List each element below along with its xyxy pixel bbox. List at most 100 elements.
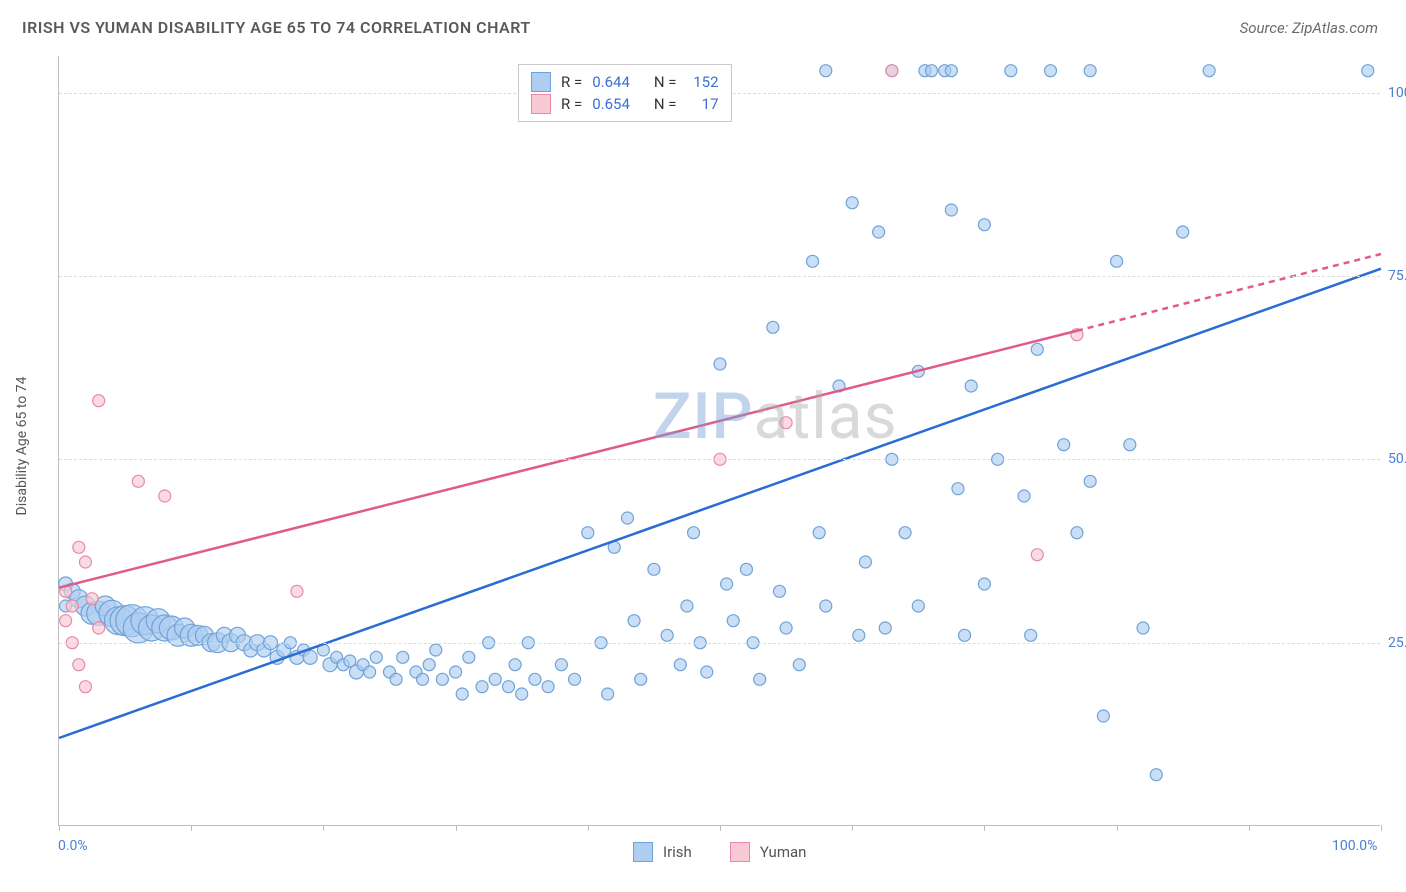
legend-n-value-irish: 152 — [687, 71, 719, 93]
data-point-irish — [661, 629, 673, 641]
data-point-irish — [820, 65, 832, 77]
data-point-irish — [303, 650, 317, 664]
data-point-irish — [740, 563, 752, 575]
x-tick — [323, 825, 324, 831]
data-point-irish — [436, 673, 448, 685]
data-point-irish — [1031, 343, 1043, 355]
plot-area: 25.0%50.0%75.0%100.0% — [58, 56, 1380, 826]
data-point-irish — [701, 666, 713, 678]
x-tick — [588, 825, 589, 831]
data-point-yuman — [66, 600, 78, 612]
data-point-irish — [1071, 527, 1083, 539]
data-point-irish — [1124, 439, 1136, 451]
y-tick-label: 50.0% — [1388, 451, 1406, 467]
data-point-irish — [635, 673, 647, 685]
data-point-irish — [1084, 65, 1096, 77]
data-point-yuman — [86, 593, 98, 605]
data-point-yuman — [1031, 549, 1043, 561]
data-point-irish — [1111, 255, 1123, 267]
data-point-irish — [846, 197, 858, 209]
data-point-irish — [628, 615, 640, 627]
data-point-irish — [1203, 65, 1215, 77]
data-point-irish — [873, 226, 885, 238]
data-point-irish — [621, 512, 633, 524]
data-point-irish — [582, 527, 594, 539]
x-tick — [984, 825, 985, 831]
data-point-irish — [945, 204, 957, 216]
legend-n-label: N = — [654, 71, 677, 93]
x-tick — [191, 825, 192, 831]
legend-n-value-yuman: 17 — [687, 93, 719, 115]
data-point-irish — [978, 219, 990, 231]
gridline — [59, 643, 1380, 644]
data-point-irish — [899, 527, 911, 539]
x-axis-min-label: 0.0% — [58, 838, 88, 854]
regression-line-irish — [59, 269, 1381, 738]
source-attribution: Source: ZipAtlas.com — [1240, 19, 1378, 37]
data-point-irish — [879, 622, 891, 634]
data-point-irish — [516, 688, 528, 700]
data-point-irish — [853, 629, 865, 641]
data-point-irish — [721, 578, 733, 590]
data-point-irish — [1018, 490, 1030, 502]
legend-swatch-irish — [531, 72, 551, 92]
data-point-irish — [945, 65, 957, 77]
y-axis-label: Disability Age 65 to 74 — [14, 377, 30, 516]
series-swatch-yuman — [730, 842, 750, 862]
data-point-irish — [1137, 622, 1149, 634]
data-point-irish — [807, 255, 819, 267]
data-point-irish — [489, 673, 501, 685]
x-tick — [1381, 825, 1382, 831]
data-point-irish — [417, 673, 429, 685]
data-point-yuman — [73, 659, 85, 671]
data-point-irish — [959, 629, 971, 641]
legend-swatch-yuman — [531, 94, 551, 114]
data-point-irish — [397, 651, 409, 663]
data-point-irish — [978, 578, 990, 590]
data-point-irish — [773, 585, 785, 597]
data-point-irish — [780, 622, 792, 634]
x-tick — [1117, 825, 1118, 831]
x-tick — [59, 825, 60, 831]
data-point-irish — [1025, 629, 1037, 641]
legend-n-label: N = — [654, 93, 677, 115]
x-tick — [720, 825, 721, 831]
legend-r-value-yuman: 0.654 — [592, 93, 630, 115]
legend-r-label: R = — [561, 71, 582, 93]
data-point-irish — [1150, 769, 1162, 781]
data-point-irish — [813, 527, 825, 539]
legend-row-yuman: R = 0.654 N = 17 — [531, 93, 719, 115]
data-point-irish — [767, 321, 779, 333]
data-point-irish — [648, 563, 660, 575]
series-legend: IrishYuman — [633, 842, 834, 862]
data-point-yuman — [73, 541, 85, 553]
data-point-yuman — [780, 417, 792, 429]
correlation-legend: R = 0.644 N = 152 R = 0.654 N = 17 — [518, 64, 732, 122]
legend-row-irish: R = 0.644 N = 152 — [531, 71, 719, 93]
data-point-yuman — [886, 65, 898, 77]
data-point-irish — [502, 681, 514, 693]
data-point-yuman — [93, 622, 105, 634]
gridline — [59, 459, 1380, 460]
gridline — [59, 276, 1380, 277]
data-point-irish — [602, 688, 614, 700]
data-point-irish — [681, 600, 693, 612]
data-point-irish — [390, 673, 402, 685]
legend-r-label: R = — [561, 93, 582, 115]
y-tick-label: 75.0% — [1388, 268, 1406, 284]
data-point-irish — [952, 483, 964, 495]
data-point-irish — [820, 600, 832, 612]
data-point-yuman — [60, 615, 72, 627]
data-point-yuman — [93, 395, 105, 407]
chart-title: IRISH VS YUMAN DISABILITY AGE 65 TO 74 C… — [22, 18, 531, 37]
data-point-irish — [430, 644, 442, 656]
data-point-irish — [727, 615, 739, 627]
legend-r-value-irish: 0.644 — [592, 71, 630, 93]
x-tick — [852, 825, 853, 831]
regression-line-yuman-extrapolated — [1077, 254, 1381, 331]
data-point-irish — [542, 681, 554, 693]
data-point-yuman — [159, 490, 171, 502]
data-point-irish — [1005, 65, 1017, 77]
data-point-irish — [476, 681, 488, 693]
data-point-irish — [688, 527, 700, 539]
